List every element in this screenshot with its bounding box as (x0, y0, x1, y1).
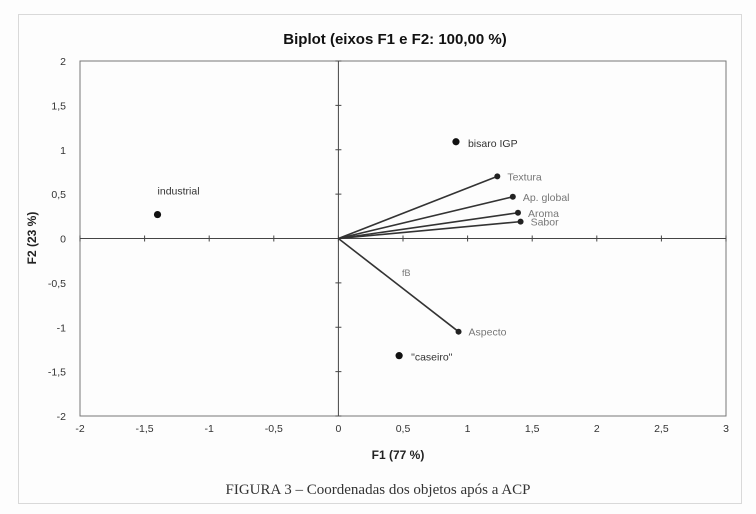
y-tick-label: -1,5 (48, 367, 66, 379)
vector-label-aspecto: Aspecto (469, 327, 507, 339)
y-tick-label: -2 (57, 411, 66, 423)
x-tick-label: 2 (594, 423, 600, 435)
vector-tip-sabor (517, 218, 524, 225)
y-tick-label: 0 (60, 234, 66, 246)
vector-ap-global (338, 196, 514, 240)
vector-sabor (338, 220, 521, 240)
point-label-industrial: industrial (158, 186, 200, 198)
vector-aspecto (337, 237, 460, 333)
x-tick-label: -0,5 (265, 423, 283, 435)
point-industrial (153, 210, 162, 219)
x-tick-label: 3 (723, 423, 729, 435)
vector-tip-textura (494, 173, 501, 180)
vector-textura (338, 175, 498, 240)
vector-label-textura: Textura (507, 171, 542, 183)
x-tick-label: 0,5 (396, 423, 411, 435)
figure-caption: FIGURA 3 – Coordenadas dos objetos após … (225, 482, 531, 498)
point-label-bisaro-igp: bisaro IGP (468, 138, 518, 150)
vector-label-ap-global: Ap. global (523, 192, 570, 204)
x-tick-label: 0 (335, 423, 341, 435)
y-tick-label: 1,5 (51, 100, 66, 112)
vector-aroma (338, 211, 519, 240)
x-tick-label: -1 (205, 423, 214, 435)
y-tick-label: -1 (57, 322, 66, 334)
y-axis-title: F2 (23 %) (25, 212, 39, 265)
y-tick-label: 0,5 (51, 189, 66, 201)
x-tick-label: -1,5 (136, 423, 154, 435)
vector-tip-ap-global (509, 193, 516, 200)
y-tick-label: 1 (60, 145, 66, 157)
y-tick-label: -0,5 (48, 278, 66, 290)
chart-frame (18, 14, 742, 504)
vector-label-sabor: Sabor (531, 217, 560, 229)
y-tick-label: 2 (60, 56, 66, 68)
tick-labels: -2 -1,5 -1 -0,5 0 0,5 1 1,5 2 2,5 3 2 1,5 1 0,5 0 -0,5 -1… (48, 56, 729, 435)
x-tick-label: 2,5 (654, 423, 669, 435)
x-tick-label: 1,5 (525, 423, 540, 435)
x-tick-label: 1 (465, 423, 471, 435)
point-label-caseiro: "caseiro" (411, 352, 453, 364)
annotation-text: fB (402, 268, 411, 278)
observation-points: industrial bisaro IGP "caseiro" (153, 138, 518, 364)
vector-tip-aroma (514, 209, 521, 216)
x-axis-title: F1 (77 %) (372, 448, 425, 462)
vector-tip-aspecto (455, 328, 462, 335)
axes (79, 60, 727, 417)
x-tick-label: -2 (75, 423, 84, 435)
vector-label-aroma: Aroma (528, 208, 559, 220)
point-caseiro (395, 352, 403, 360)
chart-title: Biplot (eixos F1 e F2: 100,00 %) (283, 31, 506, 48)
point-bisaro-igp (452, 138, 460, 146)
